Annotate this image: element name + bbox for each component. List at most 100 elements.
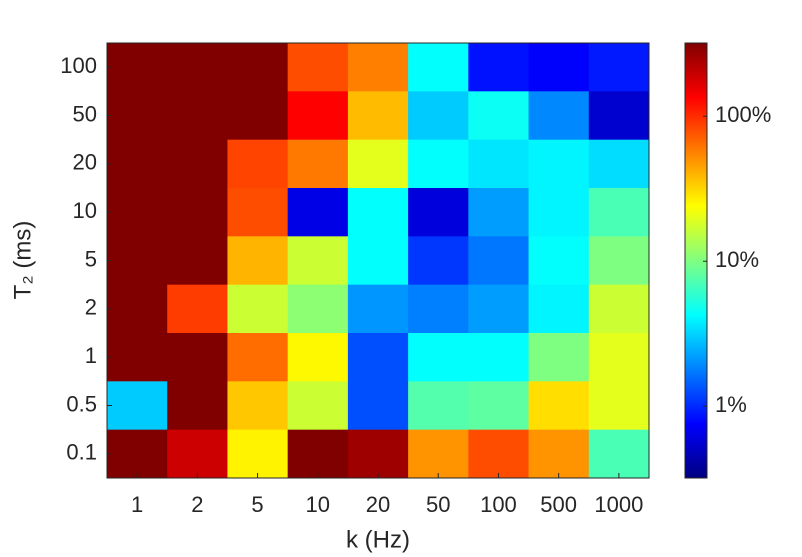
heatmap-cell <box>347 188 409 237</box>
heatmap-cell <box>528 381 590 431</box>
heatmap-cell <box>227 188 289 237</box>
heatmap-cell <box>468 43 530 92</box>
heatmap-cell <box>528 43 590 92</box>
colorbar-tick-label: 10% <box>715 247 759 272</box>
y-tick-label: 2 <box>85 295 97 320</box>
y-tick-label: 20 <box>73 150 97 175</box>
heatmap-cell <box>167 236 228 286</box>
heatmap-cell <box>167 139 228 189</box>
heatmap-cell <box>167 188 228 237</box>
heatmap-cell <box>528 91 590 141</box>
x-tick-label: 100 <box>480 492 517 517</box>
heatmap-cell <box>468 429 530 479</box>
heatmap-cell <box>468 139 530 189</box>
heatmap-cell <box>588 236 650 286</box>
x-tick-label: 50 <box>426 492 450 517</box>
heatmap-cell <box>167 429 228 479</box>
x-tick-label: 1000 <box>594 492 643 517</box>
heatmap-cell <box>227 91 289 141</box>
heatmap-cell <box>107 333 168 382</box>
heatmap-cell <box>107 188 168 237</box>
heatmap-cell <box>167 43 228 92</box>
heatmap-cell <box>107 381 168 431</box>
y-tick-label: 100 <box>60 53 97 78</box>
heatmap-cell <box>227 429 289 479</box>
y-tick-label: 1 <box>85 343 97 368</box>
heatmap-cell <box>588 139 650 189</box>
x-tick-label: 2 <box>191 492 203 517</box>
heatmap-cell <box>468 91 530 141</box>
x-tick-label: 5 <box>251 492 263 517</box>
heatmap-cell <box>287 284 349 334</box>
heatmap-cell <box>227 381 289 431</box>
heatmap-cell <box>408 43 469 92</box>
heatmap-cell <box>107 91 168 141</box>
heatmap-cell <box>107 139 168 189</box>
heatmap-cell <box>468 188 530 237</box>
heatmap-cell <box>107 284 168 334</box>
heatmap-cell <box>107 236 168 286</box>
heatmap-cell <box>107 43 168 92</box>
heatmap-cell <box>528 284 590 334</box>
heatmap-cell <box>408 91 469 141</box>
heatmap-cell <box>408 381 469 431</box>
x-axis-label: k (Hz) <box>346 526 410 553</box>
heatmap-cell <box>227 139 289 189</box>
heatmap-cell <box>167 333 228 382</box>
heatmap-cell <box>408 333 469 382</box>
heatmap-cell <box>528 333 590 382</box>
y-tick-label: 0.5 <box>66 391 97 416</box>
x-tick-label: 1 <box>131 492 143 517</box>
heatmap-cell <box>227 236 289 286</box>
x-tick-label: 20 <box>366 492 390 517</box>
heatmap-cell <box>347 381 409 431</box>
heatmap-cell <box>347 43 409 92</box>
heatmap-cell <box>588 284 650 334</box>
heatmap-cell <box>347 333 409 382</box>
heatmap-cell <box>287 381 349 431</box>
heatmap-cell <box>287 236 349 286</box>
heatmap-cell <box>588 429 650 479</box>
heatmap-cell <box>287 333 349 382</box>
heatmap-cell <box>347 236 409 286</box>
heatmap-cell <box>167 381 228 431</box>
heatmap-cell <box>167 284 228 334</box>
heatmap-cell <box>528 188 590 237</box>
heatmap-cell <box>588 188 650 237</box>
heatmap-cell <box>468 381 530 431</box>
colorbar-tick-label: 1% <box>715 392 747 417</box>
heatmap-cell <box>287 429 349 479</box>
heatmap-cell <box>408 188 469 237</box>
heatmap-cell <box>408 139 469 189</box>
heatmap-cell <box>347 429 409 479</box>
heatmap-cell <box>588 43 650 92</box>
heatmap-cell <box>468 333 530 382</box>
heatmap-cell <box>227 284 289 334</box>
y-tick-label: 0.1 <box>66 440 97 465</box>
heatmap-cell <box>468 284 530 334</box>
heatmap-cell <box>588 91 650 141</box>
x-tick-label: 500 <box>540 492 577 517</box>
heatmap-cell <box>468 236 530 286</box>
heatmap-cell <box>347 91 409 141</box>
heatmap-cell <box>588 333 650 382</box>
heatmap-cell <box>167 91 228 141</box>
heatmap-cell <box>408 236 469 286</box>
heatmap-cell <box>588 381 650 431</box>
heatmap-cell <box>528 139 590 189</box>
x-tick-label: 10 <box>306 492 330 517</box>
y-axis-label: T₂ (ms) <box>9 221 36 300</box>
heatmap-cell <box>227 333 289 382</box>
colorbar <box>684 42 708 479</box>
heatmap-cell <box>287 91 349 141</box>
heatmap-cell <box>227 43 289 92</box>
colorbar-tick-label: 100% <box>715 102 771 127</box>
heatmap-cell <box>287 139 349 189</box>
y-tick-label: 5 <box>85 246 97 271</box>
y-tick-label: 10 <box>73 198 97 223</box>
y-tick-label: 50 <box>73 101 97 126</box>
heatmap-cell <box>347 284 409 334</box>
heatmap-cell <box>528 429 590 479</box>
heatmap-cell <box>528 236 590 286</box>
